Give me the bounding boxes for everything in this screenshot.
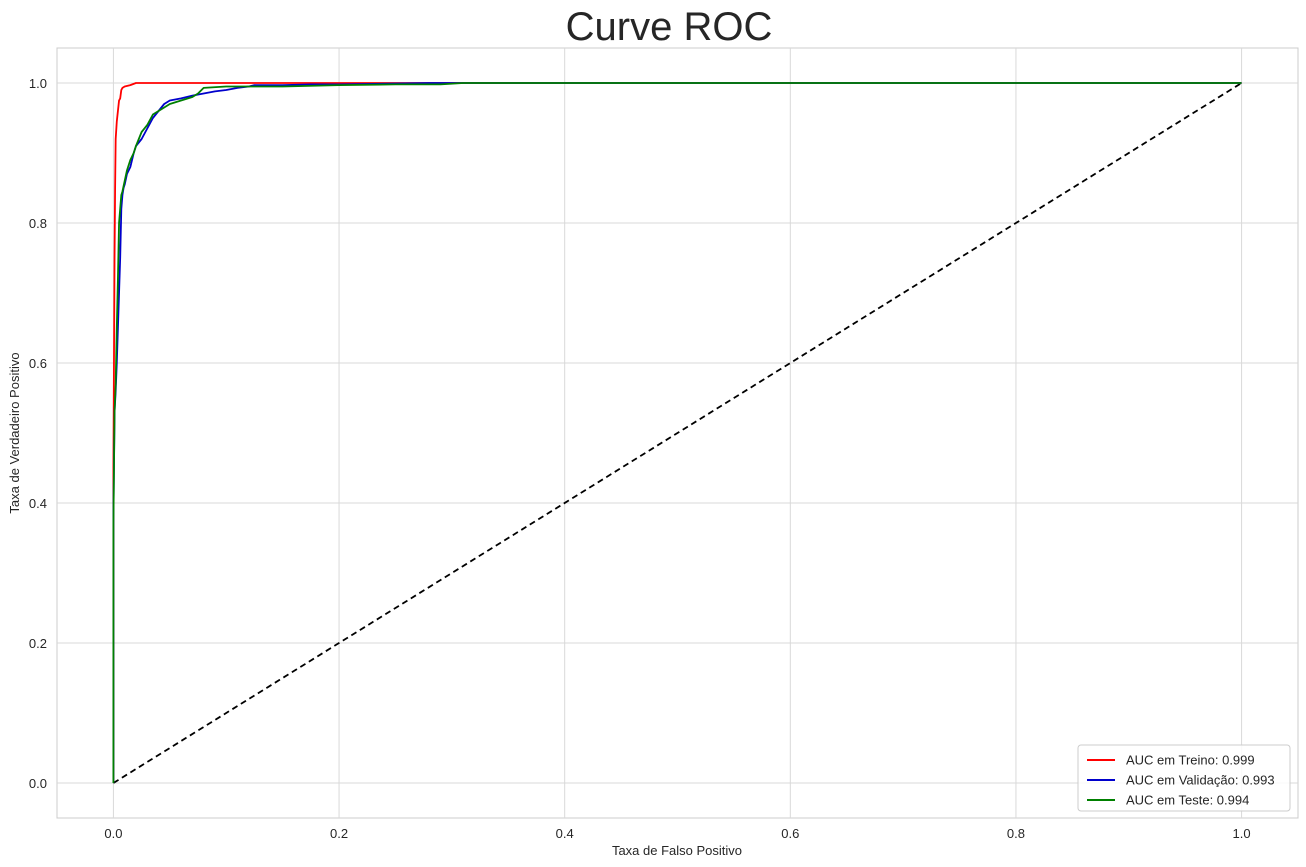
x-tick-label: 0.2: [330, 826, 348, 841]
series-line-1: [112, 82, 1242, 783]
legend-label: AUC em Teste: 0.994: [1126, 793, 1249, 808]
series-line-2: [112, 82, 1242, 783]
legend-box: [1077, 744, 1291, 812]
y-tick-label: 0.2: [29, 636, 47, 651]
diagonal-reference-line: [112, 82, 1243, 784]
y-tick-label: 0.8: [29, 216, 47, 231]
legend: AUC em Treino: 0.999 AUC em Validação: 0.…: [1077, 744, 1291, 812]
y-tick-label: 1.0: [29, 76, 47, 91]
series-lines: [112, 82, 1243, 784]
chart-title: Curve ROC: [566, 5, 773, 49]
x-tick-label: 0.8: [1007, 826, 1025, 841]
x-tick-label: 0.4: [556, 826, 574, 841]
tick-labels: 0.0 0.2 0.4 0.6 0.8 1.0 0.0 0.2 0.4 0.6 0.8 1.0: [29, 76, 1251, 841]
series-line-0: [112, 82, 1242, 783]
y-tick-label: 0.4: [29, 496, 47, 511]
legend-label: AUC em Treino: 0.999: [1126, 753, 1255, 768]
x-axis-label: Taxa de Falso Positivo: [612, 843, 742, 858]
legend-label: AUC em Validação: 0.993: [1126, 773, 1275, 788]
x-tick-label: 1.0: [1233, 826, 1251, 841]
y-tick-label: 0.6: [29, 356, 47, 371]
x-tick-label: 0.6: [781, 826, 799, 841]
y-axis-label: Taxa de Verdadeiro Positivo: [7, 352, 22, 513]
y-tick-label: 0.0: [29, 776, 47, 791]
x-tick-label: 0.0: [104, 826, 122, 841]
